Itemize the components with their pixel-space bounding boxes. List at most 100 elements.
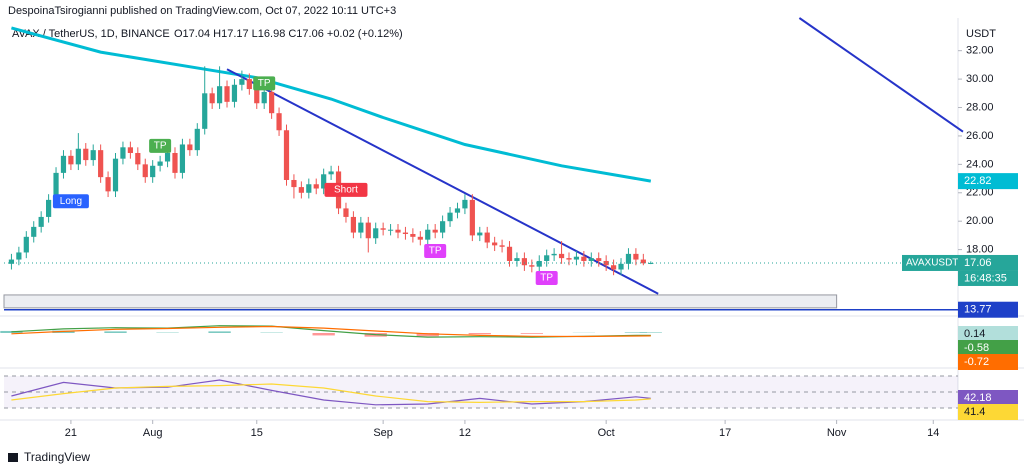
macd-histogram-bar: [208, 331, 231, 333]
candle-body: [31, 226, 37, 237]
signal-marker: [253, 76, 276, 91]
candle-body: [551, 253, 557, 256]
y-tick-label: 22.00: [966, 187, 994, 199]
candle-body: [269, 91, 275, 114]
last-price-label-bg: [958, 254, 1018, 271]
candle-body: [440, 221, 446, 233]
candle-body: [112, 158, 119, 192]
hline-label-bg: [958, 301, 1018, 318]
candle-body: [603, 260, 609, 266]
candle-body: [179, 144, 186, 173]
candle-body: [150, 165, 156, 178]
candle-body: [246, 79, 252, 90]
macd-histogram-bar: [312, 333, 335, 336]
candle-body: [105, 177, 111, 192]
brand-name: TradingView: [24, 450, 90, 464]
macd-value-label: -0.58: [964, 342, 989, 354]
rsi-line: [11, 383, 651, 404]
candle-body: [172, 152, 178, 173]
candle-body: [187, 144, 193, 151]
zone: [3, 294, 838, 309]
candle-body: [447, 212, 453, 222]
candle-body: [23, 236, 29, 253]
candle-body: [298, 187, 304, 193]
candle-body: [120, 147, 126, 159]
rsi-value-label: 41.4: [964, 406, 985, 418]
candle-body: [291, 179, 297, 188]
candle-body: [202, 93, 208, 129]
publisher-note: DespoinaTsirogianni published on Trading…: [8, 5, 396, 17]
signal-marker: [535, 271, 558, 286]
signal-marker: [149, 138, 172, 153]
signal-label: TP: [154, 141, 167, 152]
candle-body: [38, 216, 44, 227]
candle-body: [283, 130, 290, 180]
candle-body: [544, 255, 550, 261]
currency-label: USDT: [966, 28, 996, 40]
candle-body: [209, 93, 215, 104]
candle-body: [633, 253, 639, 260]
candle-body: [640, 259, 646, 264]
rsi-value-label-bg: [958, 390, 1018, 406]
candle-body: [484, 232, 490, 243]
signal-marker: [424, 244, 447, 259]
trend-line: [798, 17, 964, 133]
x-tick-label: Aug: [143, 427, 163, 439]
candle-body: [328, 171, 334, 175]
candle-body: [157, 161, 163, 166]
candle-body: [127, 147, 133, 153]
macd-histogram-bar: [104, 331, 127, 333]
trend-line: [226, 68, 659, 295]
candle-body: [588, 258, 594, 261]
candle-body: [514, 258, 520, 261]
candle-body: [53, 172, 59, 200]
candle-body: [83, 148, 89, 161]
candle-body: [254, 89, 260, 104]
candle-body: [558, 253, 565, 259]
candle-body: [135, 152, 141, 165]
candle-body: [224, 86, 230, 102]
macd-histogram-bar: [639, 332, 662, 333]
signal-marker: [324, 182, 368, 197]
candle-body: [387, 229, 394, 231]
macd-value-label-bg: [958, 326, 1018, 342]
x-tick-label: 21: [65, 427, 77, 439]
rsi-value-label: 42.18: [964, 392, 992, 404]
candle-body: [425, 229, 431, 240]
symbol-tag: AVAXUSDT: [906, 258, 958, 269]
candle-body: [239, 79, 245, 85]
ma-value-label: 22.82: [964, 175, 992, 187]
signal-label: Short: [334, 185, 358, 196]
macd-histogram-bar: [468, 333, 491, 335]
signal-label: Long: [60, 196, 82, 207]
candle-body: [625, 253, 632, 264]
macd-histogram-bar: [520, 333, 543, 334]
candle-body: [350, 216, 357, 233]
x-tick-label: Nov: [827, 427, 847, 439]
candle-body: [142, 164, 148, 178]
signal-label: TP: [429, 246, 442, 257]
signal-label: TP: [540, 273, 553, 284]
candle-body: [432, 229, 438, 233]
y-tick-label: 20.00: [966, 215, 994, 227]
ohlc-legend: O17.04 H17.17 L16.98 C17.06 +0.02 (+0.12…: [174, 28, 403, 40]
candle-body: [8, 259, 15, 264]
y-tick-label: 32.00: [966, 45, 994, 57]
x-tick-label: 12: [459, 427, 471, 439]
candle-body: [358, 222, 364, 233]
x-tick-label: 15: [251, 427, 263, 439]
candle-body: [506, 246, 513, 261]
y-tick-label: 26.00: [966, 130, 994, 142]
candle-body: [492, 242, 498, 246]
candle-body: [373, 228, 379, 239]
candle-body: [276, 113, 282, 131]
chart-title: AVAX / TetherUS, 1D, BINANCE: [12, 28, 170, 40]
candle-body: [581, 256, 587, 261]
candle-body: [477, 232, 483, 236]
moving-average: [11, 26, 652, 183]
signal-marker: [52, 194, 89, 209]
macd-histogram-bar: [624, 332, 648, 333]
candle-body: [410, 233, 416, 237]
